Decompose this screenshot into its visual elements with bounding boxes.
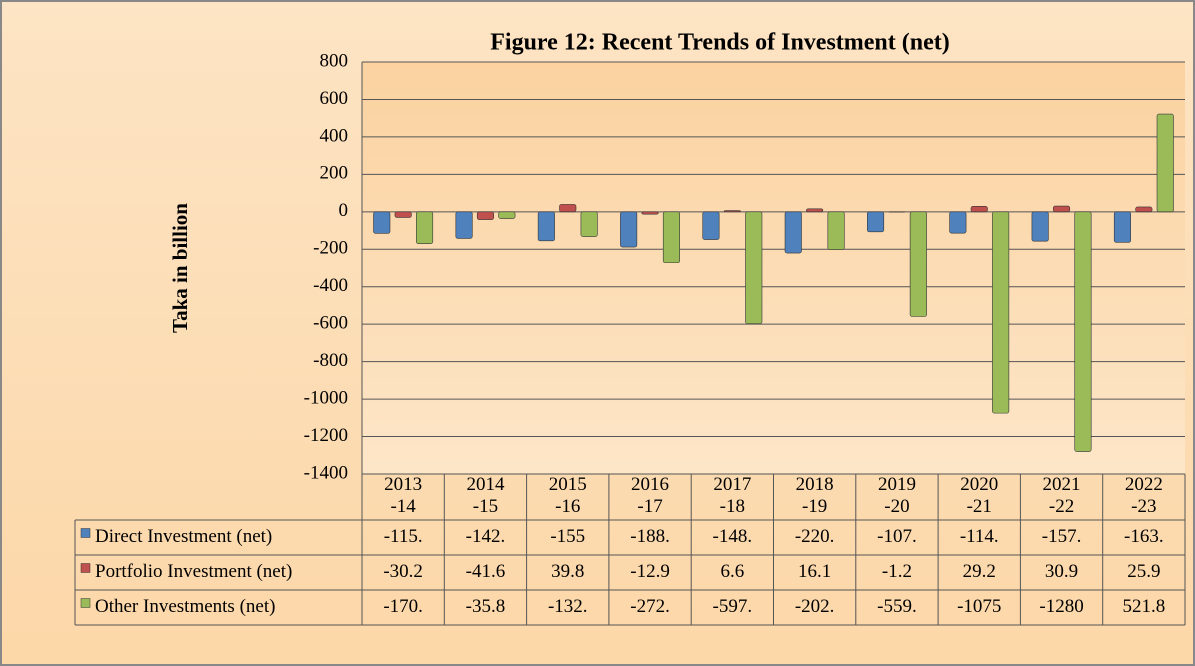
- table-value: 25.9: [1127, 561, 1160, 582]
- table-value: 16.1: [798, 561, 831, 582]
- table-value: -1280: [1039, 596, 1083, 617]
- legend-label: Other Investments (net): [95, 596, 275, 617]
- bar: [416, 211, 434, 244]
- bar: [498, 211, 516, 219]
- table-value: -272.: [630, 596, 670, 617]
- legend-key: [80, 598, 91, 608]
- y-tick-label: -400: [313, 275, 348, 296]
- x-tick-label: 2014 -15: [466, 474, 505, 517]
- bar: [745, 211, 763, 324]
- bar: [827, 211, 845, 250]
- bar: [909, 211, 927, 317]
- table-value: -35.8: [466, 596, 506, 617]
- table-value: -41.6: [466, 561, 506, 582]
- bar: [784, 211, 802, 254]
- table-value: -1.2: [882, 561, 912, 582]
- table-value: -30.2: [383, 561, 423, 582]
- table-value: 39.8: [551, 561, 584, 582]
- table-value: -202.: [795, 596, 835, 617]
- x-tick-label: 2019 -20: [878, 474, 916, 517]
- table-value: -132.: [548, 596, 588, 617]
- bar: [1135, 206, 1153, 213]
- table-value: -114.: [960, 526, 999, 547]
- bar: [1074, 211, 1092, 452]
- table-value: -155: [550, 526, 585, 547]
- y-tick-label: 400: [320, 125, 349, 146]
- table-value: -220.: [795, 526, 835, 547]
- table-value: -157.: [1042, 526, 1082, 547]
- table-value: 521.8: [1122, 596, 1165, 617]
- y-tick-label: -600: [313, 313, 348, 334]
- y-tick-label: -1200: [304, 425, 348, 446]
- bar: [559, 204, 577, 213]
- table-value: -115.: [384, 526, 423, 547]
- legend-key: [80, 563, 91, 573]
- bar: [970, 206, 988, 213]
- bar: [394, 211, 412, 218]
- x-tick-label: 2017 -18: [713, 474, 751, 517]
- y-tick-label: 800: [320, 50, 349, 71]
- y-axis-label: Taka in billion: [168, 203, 192, 333]
- bar: [662, 211, 680, 264]
- table-value: -107.: [877, 526, 917, 547]
- x-tick-label: 2020 -21: [960, 474, 998, 517]
- bar: [806, 208, 824, 213]
- y-tick-label: 200: [320, 163, 349, 184]
- bar: [537, 211, 555, 242]
- bar: [702, 211, 720, 240]
- bar: [641, 211, 659, 215]
- table-value: -559.: [877, 596, 917, 617]
- table-value: -163.: [1124, 526, 1164, 547]
- x-tick-label: 2015 -16: [549, 474, 587, 517]
- y-tick-label: 0: [339, 200, 349, 221]
- x-tick-label: 2018 -19: [796, 474, 834, 517]
- bar: [723, 210, 741, 213]
- bar: [949, 211, 967, 234]
- x-tick-label: 2016 -17: [631, 474, 669, 517]
- table-value: 30.9: [1045, 561, 1078, 582]
- bar: [1113, 211, 1131, 243]
- chart-title: Figure 12: Recent Trends of Investment (…: [490, 30, 950, 56]
- bar: [992, 211, 1010, 414]
- bar: [476, 211, 494, 220]
- y-tick-label: -200: [313, 238, 348, 259]
- table-value: -188.: [630, 526, 670, 547]
- bar: [373, 211, 391, 234]
- y-tick-label: -1000: [304, 387, 348, 408]
- table-value: -597.: [713, 596, 753, 617]
- x-tick-label: 2013 -14: [384, 474, 422, 517]
- bar: [620, 211, 638, 248]
- bar: [1053, 205, 1071, 213]
- table-value: 6.6: [720, 561, 744, 582]
- table-value: -142.: [466, 526, 506, 547]
- x-tick-label: 2021 -22: [1043, 474, 1081, 517]
- legend-label: Portfolio Investment (net): [95, 561, 292, 582]
- y-tick-label: -800: [313, 350, 348, 371]
- bar: [1156, 113, 1174, 213]
- bar: [455, 211, 473, 239]
- table-value: -1075: [957, 596, 1001, 617]
- plot-area: [362, 62, 1185, 474]
- bar: [580, 211, 598, 237]
- y-tick-label: 600: [320, 88, 349, 109]
- table-value: -148.: [713, 526, 753, 547]
- bar: [867, 211, 885, 233]
- y-tick-label: -1400: [304, 462, 348, 483]
- legend-label: Direct Investment (net): [95, 526, 272, 547]
- table-value: -12.9: [630, 561, 670, 582]
- legend-key: [80, 528, 91, 538]
- bar: [1031, 211, 1049, 242]
- table-value: -170.: [383, 596, 423, 617]
- table-value: 29.2: [963, 561, 996, 582]
- x-tick-label: 2022 -23: [1125, 474, 1163, 517]
